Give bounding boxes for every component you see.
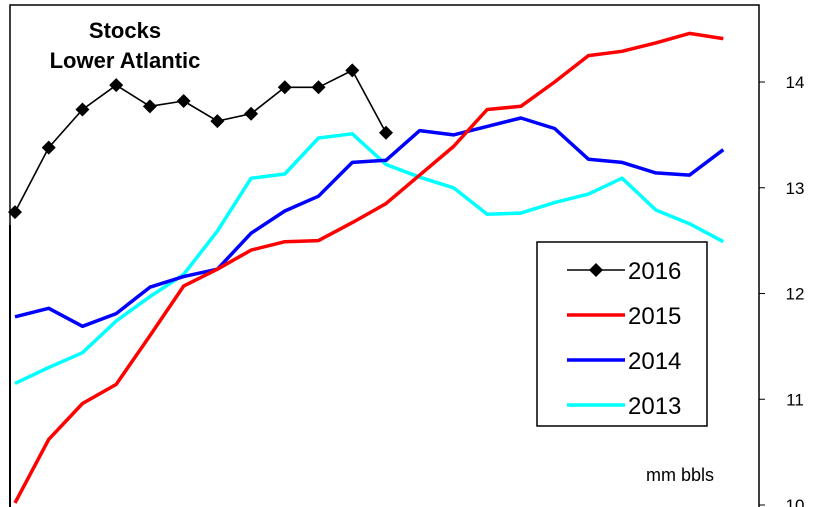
series-layer <box>13 31 725 504</box>
data-point-2016 <box>41 140 56 155</box>
series-line-2015 <box>13 31 724 504</box>
chart-subtitle: Lower Atlantic <box>50 48 201 73</box>
legend-label-2015: 2015 <box>628 303 681 330</box>
legend-label-2014: 2014 <box>628 348 681 375</box>
legend-label-2016: 2016 <box>628 258 681 285</box>
legend-items: 2016 2015 2014 2013 <box>567 258 681 420</box>
data-point-2016 <box>379 125 393 140</box>
data-point-2016 <box>176 94 191 109</box>
y-tick-label: 10 <box>786 496 805 507</box>
y-tick-label: 12 <box>786 285 805 304</box>
data-point-2016 <box>345 63 360 78</box>
data-point-2016 <box>244 106 259 121</box>
legend-label-2013: 2013 <box>628 393 681 420</box>
series-line-2013 <box>14 132 725 385</box>
legend-marker-2016 <box>589 263 603 277</box>
series-line-2016 <box>14 69 387 213</box>
y-axis: 10 11 12 13 14 <box>759 73 804 507</box>
chart-title: Stocks <box>89 18 161 43</box>
data-point-2016 <box>8 205 22 220</box>
data-point-2016 <box>210 114 225 129</box>
marker-layer <box>8 63 393 220</box>
series-line-2014 <box>14 116 725 329</box>
data-point-2016 <box>277 80 292 95</box>
legend: 2016 2015 2014 2013 <box>536 241 708 427</box>
data-point-2016 <box>311 80 326 95</box>
legend-box <box>536 241 708 427</box>
y-tick-label: 13 <box>786 179 805 198</box>
data-point-2016 <box>142 99 157 114</box>
data-point-2016 <box>109 78 124 93</box>
data-point-2016 <box>75 102 90 117</box>
y-tick-label: 11 <box>786 390 804 409</box>
y-tick-label: 14 <box>786 73 805 92</box>
unit-label: mm bbls <box>646 465 714 485</box>
